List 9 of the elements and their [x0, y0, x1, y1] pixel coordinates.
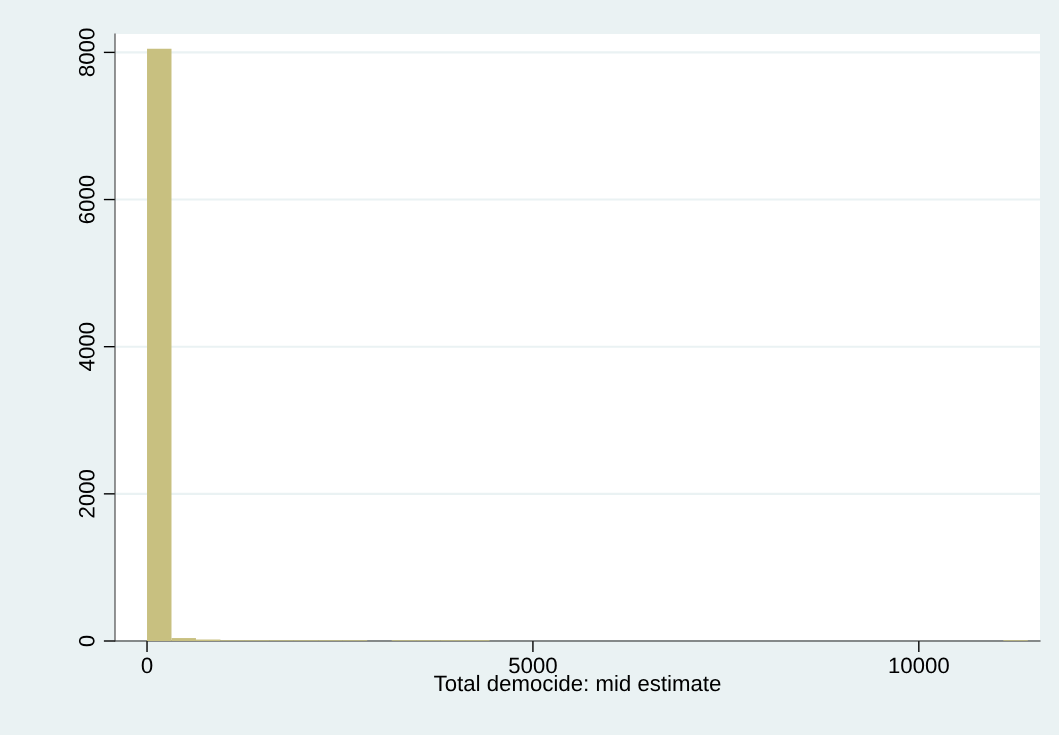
y-tick-label: 2000 — [78, 470, 95, 518]
x-tick-label: 5000 — [509, 657, 557, 674]
x-axis-title: Total democide: mid estimate — [434, 674, 721, 692]
y-tick-label: 6000 — [78, 175, 95, 224]
y-tick-label: 8000 — [78, 28, 95, 77]
y-tick-label: 0 — [78, 635, 95, 647]
y-tick-label: 4000 — [78, 322, 95, 371]
x-tick-label: 10000 — [889, 657, 949, 674]
x-tick-label: 0 — [141, 657, 153, 674]
